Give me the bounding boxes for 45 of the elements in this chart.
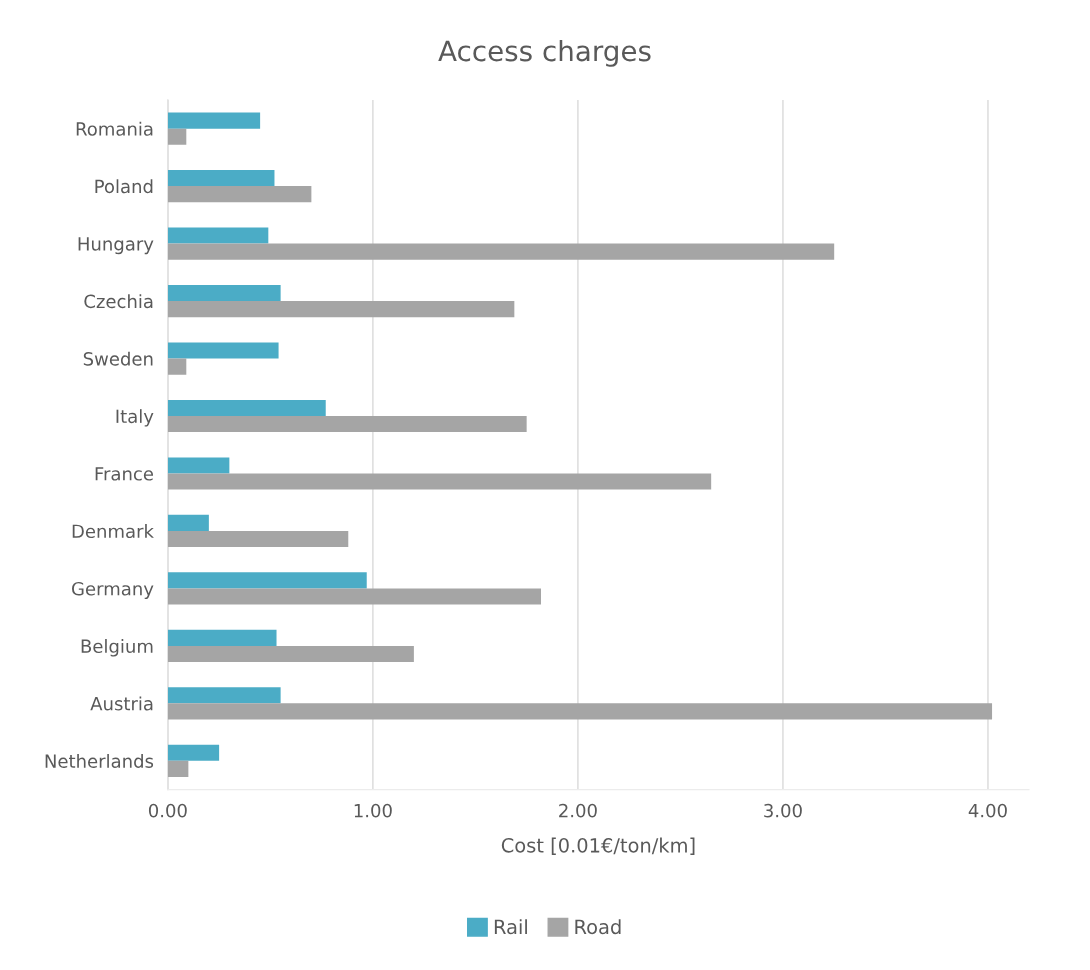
legend-label: Road bbox=[575, 919, 621, 935]
bar bbox=[167, 170, 275, 187]
bar bbox=[167, 629, 277, 646]
y-tick-label: Sweden bbox=[83, 351, 153, 366]
bar bbox=[167, 588, 541, 605]
bar bbox=[167, 186, 312, 203]
legend-label: Rail bbox=[494, 919, 527, 935]
bar bbox=[167, 284, 281, 302]
bar bbox=[167, 744, 220, 761]
y-tick-label: Netherlands bbox=[45, 753, 154, 768]
x-tick-label: 2.00 bbox=[559, 803, 597, 818]
bar bbox=[167, 514, 209, 531]
bar bbox=[167, 243, 835, 260]
bar bbox=[167, 112, 261, 129]
chart-title: Access charges bbox=[438, 39, 651, 67]
x-tick-label: 0.00 bbox=[148, 803, 187, 818]
y-tick-label: Germany bbox=[72, 581, 154, 600]
y-tick-label: France bbox=[95, 467, 154, 481]
y-tick-label: Hungary bbox=[78, 237, 154, 255]
y-tick-label: Czechia bbox=[84, 294, 153, 309]
bar bbox=[167, 457, 230, 474]
bar bbox=[167, 416, 527, 433]
y-tick-label: Denmark bbox=[72, 524, 154, 539]
bar bbox=[167, 358, 187, 375]
bar bbox=[167, 760, 189, 777]
bar bbox=[167, 703, 993, 720]
bar bbox=[167, 128, 187, 145]
x-axis-title: Cost [0.01€/ton/km] bbox=[501, 837, 695, 855]
y-tick-label: Austria bbox=[90, 696, 153, 711]
y-tick-label: Romania bbox=[76, 121, 153, 136]
y-tick-label: Italy bbox=[116, 409, 154, 427]
y-tick-label: Poland bbox=[95, 179, 153, 194]
bar bbox=[167, 530, 349, 548]
bar bbox=[167, 687, 281, 704]
x-tick-label: 3.00 bbox=[764, 803, 802, 818]
bar bbox=[167, 645, 414, 662]
y-tick-label: Belgium bbox=[81, 639, 153, 657]
x-tick-label: 4.00 bbox=[968, 803, 1007, 818]
bar bbox=[167, 572, 367, 589]
bar bbox=[167, 227, 269, 244]
bar bbox=[167, 301, 515, 318]
bar bbox=[167, 399, 326, 417]
bar bbox=[167, 473, 712, 490]
x-tick-label: 1.00 bbox=[354, 803, 392, 818]
bar bbox=[167, 342, 279, 359]
